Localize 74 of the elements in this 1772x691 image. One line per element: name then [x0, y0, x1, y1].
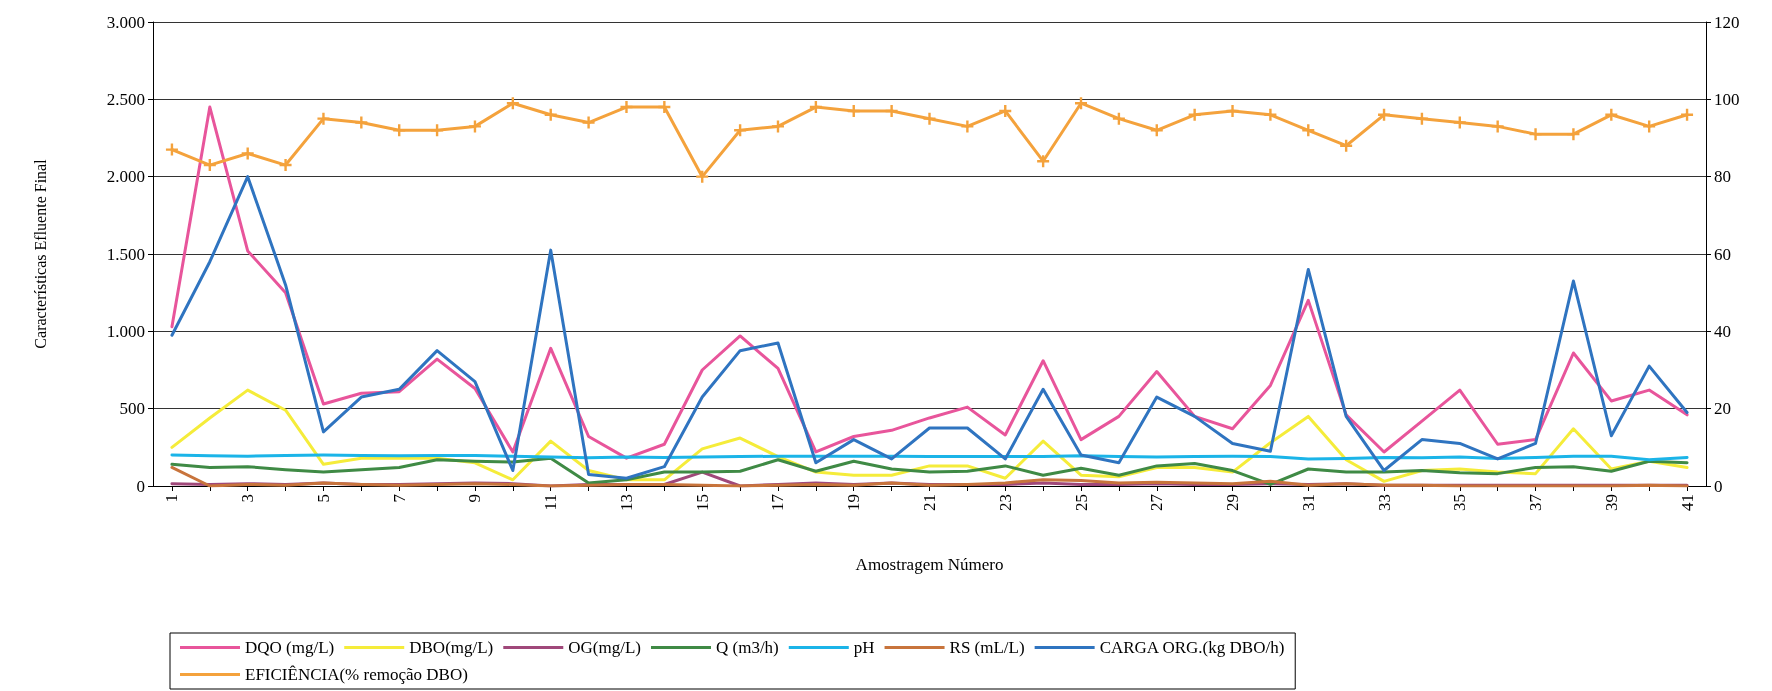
y2-tick-label: 60 — [1714, 244, 1731, 264]
x-tick-label: 9 — [465, 494, 485, 503]
y2-tick-label: 0 — [1714, 476, 1723, 496]
legend-label: OG(mg/L) — [568, 638, 641, 657]
x-axis-title: Amostragem Número — [855, 555, 1004, 574]
legend-label: EFICIÊNCIA(% remoção DBO) — [245, 665, 468, 684]
legend-label: RS (mL/L) — [949, 638, 1025, 657]
y2-tick-label: 120 — [1714, 12, 1740, 32]
point — [1264, 108, 1277, 121]
point — [241, 147, 254, 160]
point — [658, 101, 671, 114]
point — [961, 120, 974, 133]
y-tick-label: 1.500 — [106, 244, 145, 264]
x-tick-label: 41 — [1677, 494, 1697, 511]
point — [1491, 120, 1504, 133]
y2-tick-label: 80 — [1714, 167, 1731, 187]
y-tick-label: 2.000 — [106, 167, 145, 187]
line-series — [170, 175, 1689, 480]
point — [1453, 116, 1466, 129]
x-tick-label: 23 — [995, 494, 1015, 511]
point — [317, 112, 330, 125]
x-tick-label: 11 — [541, 494, 561, 511]
x-tick-label: 39 — [1601, 494, 1621, 511]
x-tick-label: 15 — [692, 494, 712, 511]
y-tick-label: 3.000 — [106, 12, 145, 32]
line-series — [170, 105, 1689, 460]
x-tick-label: 13 — [616, 494, 636, 511]
point — [1415, 112, 1428, 125]
point — [468, 120, 481, 133]
x-tick-label: 31 — [1298, 494, 1318, 511]
y-tick-label: 2.500 — [106, 89, 145, 109]
x-tick-label: 29 — [1223, 494, 1243, 511]
point — [279, 159, 292, 172]
point — [1643, 120, 1656, 133]
x-tick-label: 37 — [1526, 493, 1546, 511]
legend-label: DQO (mg/L) — [245, 638, 335, 657]
x-tick-label: 3 — [238, 494, 258, 503]
point — [620, 101, 633, 114]
point — [1188, 108, 1201, 121]
x-tick-label: 7 — [389, 493, 409, 503]
point — [1226, 104, 1239, 117]
x-tick-label: 35 — [1450, 494, 1470, 511]
line-series — [170, 456, 1689, 486]
point — [696, 170, 709, 183]
point — [582, 116, 595, 129]
y2-tick-label: 40 — [1714, 321, 1731, 341]
y-tick-label: 0 — [136, 476, 145, 496]
y2-tick-label: 100 — [1714, 89, 1740, 109]
x-tick-label: 5 — [313, 494, 333, 503]
point — [771, 120, 784, 133]
point — [885, 104, 898, 117]
line-series — [170, 465, 1689, 488]
legend-label: pH — [853, 638, 875, 657]
y-tick-label: 500 — [119, 399, 145, 419]
point — [1112, 112, 1125, 125]
y2-tick-label: 20 — [1714, 399, 1731, 419]
point — [1605, 108, 1618, 121]
point — [355, 116, 368, 129]
x-tick-label: 19 — [844, 494, 864, 511]
y-axis-title: Características Efluente Final — [31, 158, 49, 349]
x-tick-label: 33 — [1374, 494, 1394, 511]
x-tick-label: 21 — [920, 494, 939, 511]
legend-label: CARGA ORG.(kg DBO/h) — [1099, 638, 1285, 657]
x-tick-label: 25 — [1071, 494, 1091, 511]
legend-label: DBO(mg/L) — [409, 638, 494, 657]
legend-label: Q (m3/h) — [715, 638, 779, 657]
x-tick-label: 17 — [768, 493, 788, 511]
point — [923, 112, 936, 125]
x-tick-label: 27 — [1147, 493, 1167, 511]
point — [165, 143, 178, 156]
point — [1567, 128, 1580, 141]
point — [1529, 128, 1542, 141]
y-tick-label: 1.000 — [106, 321, 145, 341]
x-tick-label: 1 — [162, 494, 182, 503]
